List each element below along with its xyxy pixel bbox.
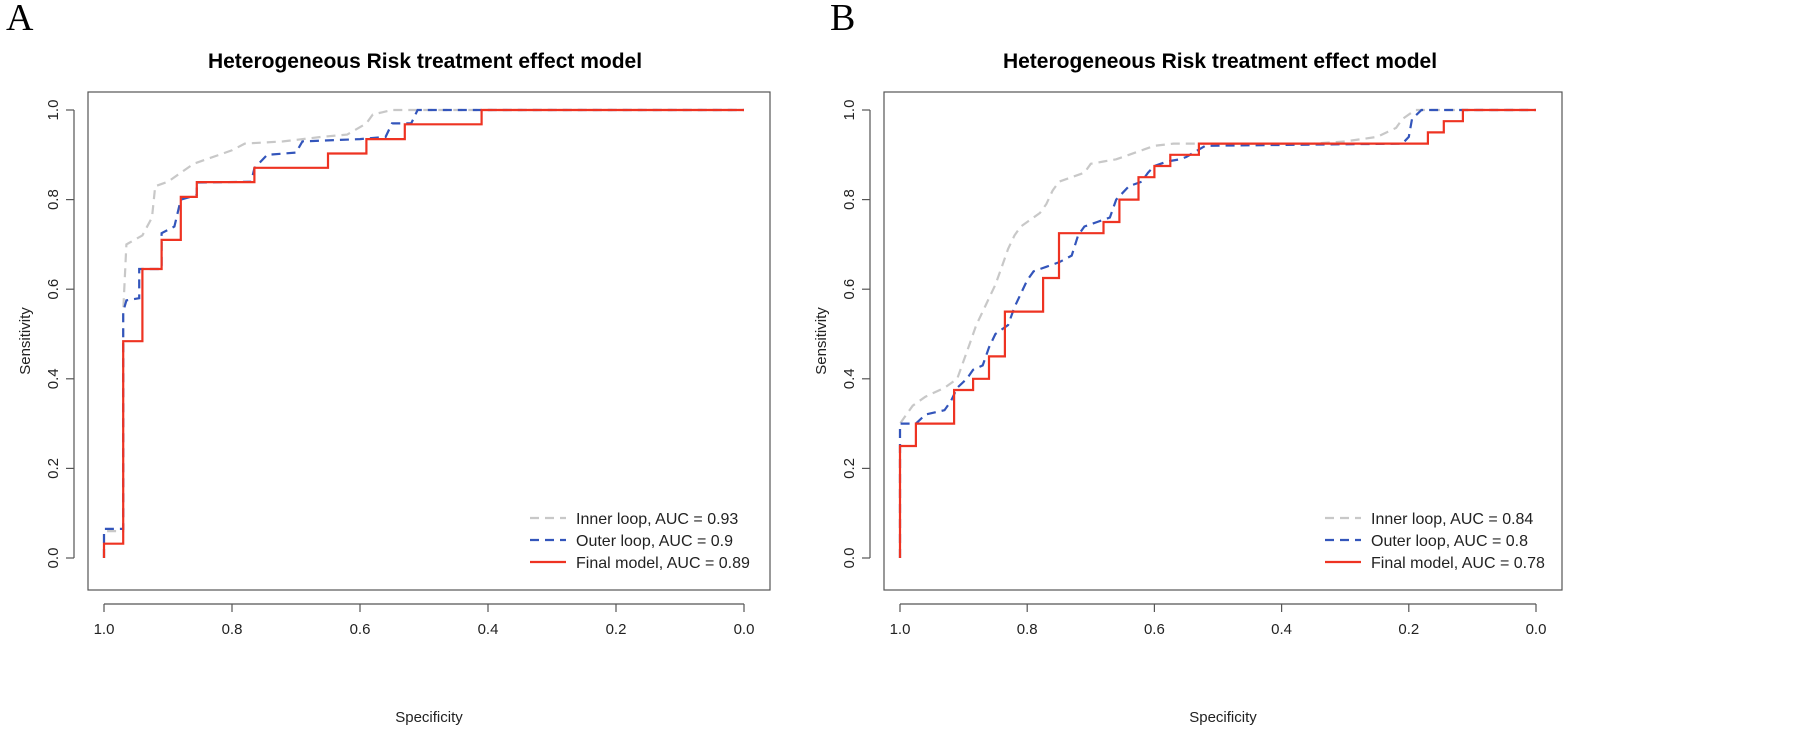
x-tick-label: 0.0 [734,621,755,638]
x-tick-label: 0.6 [1144,621,1165,638]
roc-curve-final-model [102,108,744,558]
x-tick-label: 0.4 [1271,621,1292,638]
legend: Inner loop, AUC = 0.93 Outer loop, AUC = … [530,511,750,572]
y-tick-label: 0.4 [841,368,858,389]
y-tick-label: 0.2 [45,458,62,479]
roc-curve-final-model [898,108,1536,558]
x-axis-label: Specificity [1189,709,1257,726]
legend-label: Final model, AUC = 0.89 [576,555,750,572]
x-tick-label: 0.2 [606,621,627,638]
x-tick-label: 0.4 [478,621,499,638]
x-tick-label: 1.0 [94,621,115,638]
plot-frame [883,91,1563,591]
y-tick-label: 0.0 [45,548,62,569]
x-tick-label: 0.2 [1398,621,1419,638]
chart-title: Heterogeneous Risk treatment effect mode… [208,50,642,73]
y-tick-label: 0.6 [45,279,62,300]
legend: Inner loop, AUC = 0.84 Outer loop, AUC = … [1325,511,1545,572]
chart-title: Heterogeneous Risk treatment effect mode… [1003,50,1437,73]
roc-curve-inner-loop [102,108,744,558]
x-tick-label: 0.8 [222,621,243,638]
legend-label: Inner loop, AUC = 0.93 [576,511,738,528]
panel-letter: B [830,0,855,39]
legend-label: Inner loop, AUC = 0.84 [1371,511,1533,528]
roc-curve-outer-loop [102,108,744,558]
y-axis-label: Sensitivity [17,307,34,375]
y-axis-label: Sensitivity [813,307,830,375]
x-tick-label: 1.0 [890,621,911,638]
x-tick-label: 0.0 [1526,621,1547,638]
y-tick-label: 0.2 [841,458,858,479]
y-tick-label: 0.8 [841,189,858,210]
x-axis-label: Specificity [395,709,463,726]
y-tick-label: 1.0 [841,100,858,121]
legend-label: Outer loop, AUC = 0.8 [1371,533,1528,550]
y-tick-label: 0.6 [841,279,858,300]
roc-curve-outer-loop [898,108,1536,558]
chart-panel-a: A Heterogeneous Risk treatment effect mod… [6,0,771,726]
chart-panel-b: B Heterogeneous Risk treatment effect mod… [813,0,1563,726]
y-tick-label: 0.0 [841,548,858,569]
x-tick-label: 0.8 [1017,621,1038,638]
y-tick-label: 0.8 [45,189,62,210]
legend-label: Final model, AUC = 0.78 [1371,555,1545,572]
plot-frame [87,91,771,591]
y-tick-label: 0.4 [45,368,62,389]
roc-curve-inner-loop [898,108,1536,558]
y-tick-label: 1.0 [45,100,62,121]
x-tick-label: 0.6 [350,621,371,638]
panel-letter: A [6,0,34,39]
legend-label: Outer loop, AUC = 0.9 [576,533,733,550]
